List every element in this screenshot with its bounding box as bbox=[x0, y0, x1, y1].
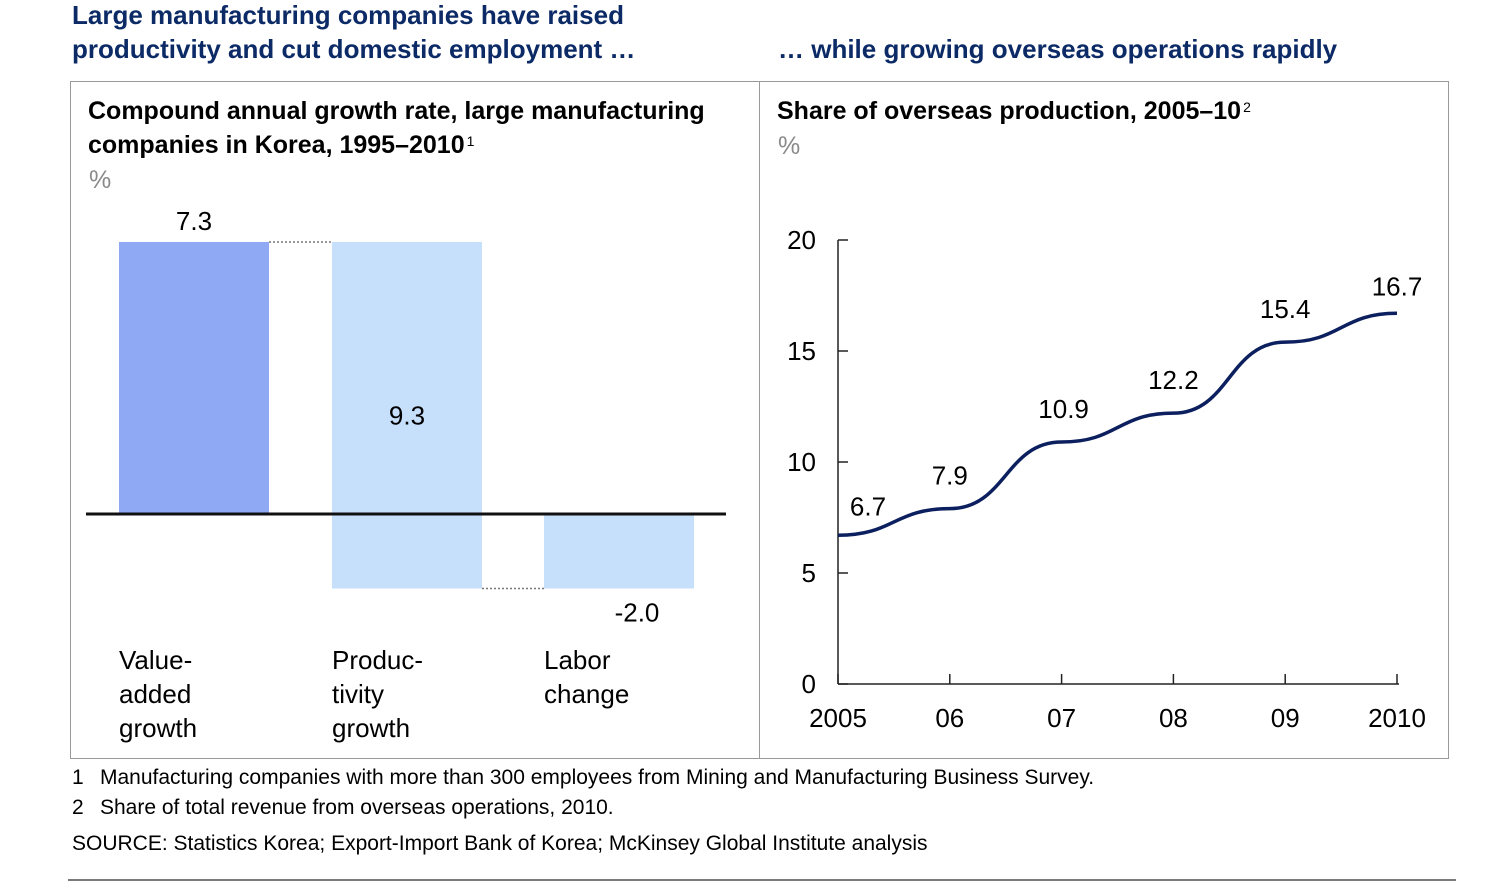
right-chart-unit: % bbox=[778, 132, 801, 160]
y-tick-label-0: 0 bbox=[802, 669, 816, 699]
data-label-1: 7.3 bbox=[176, 206, 212, 236]
y-tick-label-15: 15 bbox=[787, 336, 816, 366]
waterfall-chart: 7.3 9.3 -2.0 Value-added growth Produc-tivity… bbox=[86, 206, 726, 743]
category-label-2-line-3: growth bbox=[332, 713, 410, 743]
headline-right: … while growing overseas operations rapi… bbox=[778, 34, 1338, 64]
y-tick-label-10: 10 bbox=[787, 447, 816, 477]
footnote-2-number: 2 bbox=[72, 796, 84, 819]
bottom-rule bbox=[68, 879, 1456, 881]
line-data-label-3: 10.9 bbox=[1038, 394, 1089, 424]
line-data-label-5: 15.4 bbox=[1260, 294, 1311, 324]
x-tick-label-2007: 07 bbox=[1047, 703, 1076, 733]
left-chart-title-footnote: 1 bbox=[466, 133, 475, 149]
footnote-1-text: Manufacturing companies with more than 3… bbox=[100, 766, 1095, 789]
left-chart-unit: % bbox=[89, 166, 112, 194]
x-tick-label-2009: 09 bbox=[1271, 703, 1300, 733]
left-chart-title-text: Compound annual growth rate, large manuf… bbox=[88, 97, 705, 159]
x-tick-label-2005: 2005 bbox=[809, 703, 867, 733]
category-label-3-line-1: Labor bbox=[544, 645, 611, 675]
category-label-1-line-3: growth bbox=[119, 713, 197, 743]
y-tick-label-20: 20 bbox=[787, 225, 816, 255]
category-label-2-line-1: Produc- bbox=[332, 645, 423, 675]
y-tick-label-5: 5 bbox=[802, 558, 816, 588]
line-data-label-6: 16.7 bbox=[1372, 271, 1423, 301]
footnote-2: 2 Share of total revenue from overseas op… bbox=[72, 793, 1472, 823]
bar-productivity-growth bbox=[332, 242, 482, 589]
line-data-label-2: 7.9 bbox=[932, 461, 968, 491]
x-tick-label-2008: 08 bbox=[1159, 703, 1188, 733]
data-label-bg-4 bbox=[1141, 365, 1206, 396]
right-chart-title-footnote: 2 bbox=[1243, 99, 1251, 115]
headline-left: Large manufacturing companies have raise… bbox=[72, 0, 636, 64]
data-label-3: -2.0 bbox=[615, 598, 660, 628]
footnotes: 1 Manufacturing companies with more than … bbox=[72, 763, 1472, 859]
bar-labor-change bbox=[544, 514, 694, 589]
left-chart-title: Compound annual growth rate, large manuf… bbox=[88, 94, 748, 162]
category-label-1-line-2: added bbox=[119, 679, 191, 709]
x-tick-label-2010: 2010 bbox=[1368, 703, 1426, 733]
bar-value-added-growth bbox=[119, 242, 269, 514]
footnote-1: 1 Manufacturing companies with more than … bbox=[72, 763, 1472, 793]
line-chart: 0 5 10 15 20 2005 06 07 08 09 2010 6.7 7.9 10.9 12.2 15… bbox=[787, 225, 1426, 733]
source-line: SOURCE: Statistics Korea; Export-Import … bbox=[72, 832, 928, 855]
panel-left: Compound annual growth rate, large manuf… bbox=[70, 81, 760, 759]
line-data-label-4: 12.2 bbox=[1148, 365, 1199, 395]
data-label-2: 9.3 bbox=[389, 400, 425, 430]
panel-right: Share of overseas production, 2005–10 2 % bbox=[759, 81, 1449, 759]
x-tick-label-2006: 06 bbox=[935, 703, 964, 733]
right-chart-title-text: Share of overseas production, 2005–10 bbox=[777, 97, 1242, 125]
line-data-label-1: 6.7 bbox=[850, 491, 886, 521]
right-chart-title: Share of overseas production, 2005–10 2 bbox=[777, 94, 1437, 128]
category-label-2-line-2: tivity bbox=[332, 679, 384, 709]
category-label-1-line-1: Value- bbox=[119, 645, 192, 675]
series-line bbox=[837, 311, 1398, 538]
footnote-1-number: 1 bbox=[72, 766, 84, 789]
footnote-2-text: Share of total revenue from overseas ope… bbox=[100, 796, 614, 819]
category-label-3-line-2: change bbox=[544, 679, 629, 709]
